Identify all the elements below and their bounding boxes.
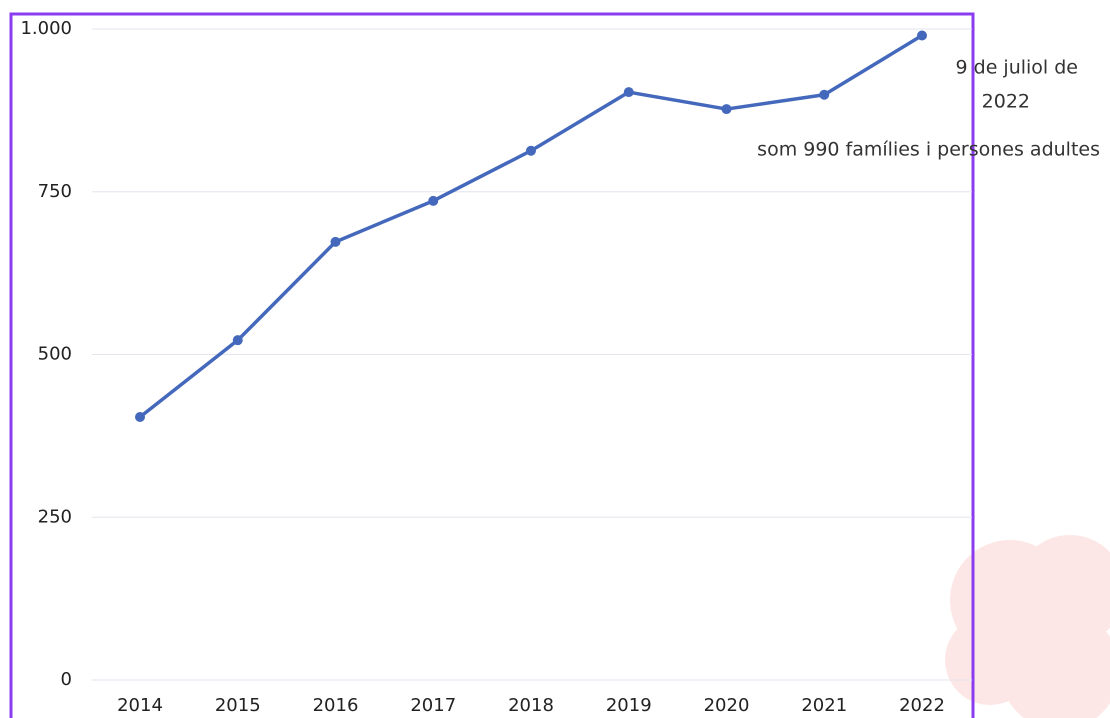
- annotation: 2022: [982, 91, 1030, 113]
- data-point: [526, 145, 536, 156]
- decoration: [945, 535, 1110, 718]
- annotation: 9 de juliol de: [956, 57, 1079, 79]
- data-point: [819, 89, 830, 100]
- x-tick-label: 2014: [117, 695, 163, 716]
- x-tick-label: 2018: [508, 695, 554, 716]
- y-tick-label: 250: [38, 506, 72, 527]
- x-tick-label: 2017: [410, 695, 456, 716]
- x-tick-label: 2022: [899, 695, 945, 716]
- plot: 0 250 500 750 1.000 2014 2015 2016 2017 2018 2019 2…: [20, 18, 1100, 716]
- data-line: [138, 34, 923, 419]
- y-tick-label: 500: [38, 344, 72, 365]
- annotation: som 990 famílies i persones adultes: [757, 139, 1100, 161]
- y-tick-label: 750: [38, 181, 72, 202]
- data-point: [428, 195, 439, 206]
- data-point: [721, 104, 732, 115]
- x-tick-label: 2021: [801, 695, 847, 716]
- x-tick-label: 2016: [313, 695, 359, 716]
- data-point: [623, 87, 634, 98]
- data-point: [917, 30, 927, 41]
- data-point: [232, 335, 243, 346]
- y-tick-label: 1.000: [20, 18, 72, 39]
- selection-frame: [9, 12, 975, 718]
- x-tick-label: 2020: [704, 695, 750, 716]
- y-tick-label: 0: [61, 669, 72, 690]
- x-tick-label: 2019: [606, 695, 652, 716]
- data-point: [135, 411, 145, 422]
- data-point: [330, 236, 341, 247]
- x-tick-label: 2015: [215, 695, 261, 716]
